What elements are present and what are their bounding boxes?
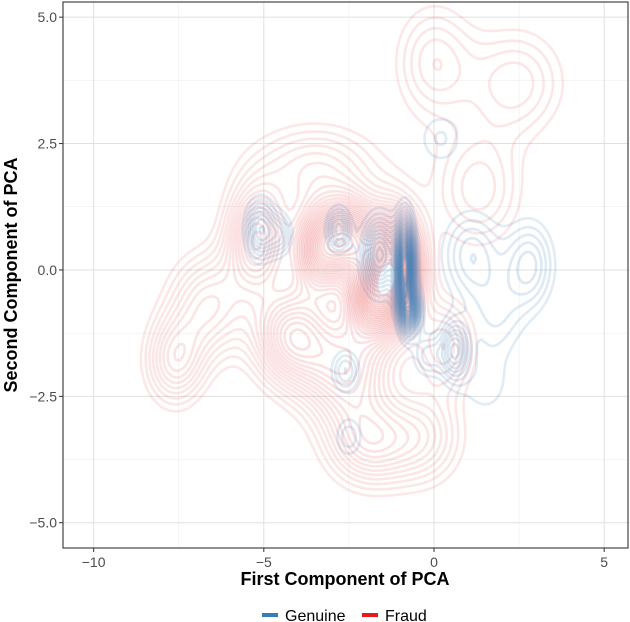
grid-lines: [63, 2, 628, 548]
contour-level: [319, 226, 409, 319]
contour-level: [375, 223, 419, 330]
contour-level: [306, 211, 415, 334]
contour-level: [322, 228, 408, 318]
contour-level: [258, 219, 460, 361]
contour-level: [399, 245, 412, 312]
contour-level: [371, 255, 400, 303]
contour-level: [333, 237, 406, 314]
x-tick-label: −10: [82, 554, 106, 570]
contour-level: [250, 204, 418, 376]
contour-level: [151, 38, 535, 481]
contour-level: [373, 258, 399, 300]
contour-level: [372, 221, 419, 331]
contour-level: [254, 217, 463, 366]
contour-level: [315, 221, 411, 323]
contour-level: [397, 239, 414, 318]
y-tick-label: 0.0: [38, 262, 58, 278]
density-contours: [139, 4, 565, 498]
plot-panel: [62, 1, 629, 549]
contour-level: [396, 236, 415, 321]
x-axis-ticks: −10 −5 0 5: [82, 548, 608, 570]
contour-level: [158, 161, 455, 472]
contour-level: [311, 217, 413, 327]
contour-level: [242, 199, 420, 395]
contour-level: [237, 193, 422, 453]
contour-series-genuine: [241, 117, 557, 456]
contour-level: [317, 223, 410, 321]
y-tick-label: 2.5: [38, 136, 58, 152]
contour-level: [365, 245, 405, 312]
contour-level: [313, 219, 412, 325]
contour-level: [398, 243, 413, 315]
contour-level: [400, 249, 410, 305]
contour-level: [326, 232, 407, 316]
plot-border: [62, 1, 629, 549]
y-tick-label: 5.0: [38, 9, 58, 25]
contour-level: [400, 251, 409, 299]
contour-level: [393, 225, 418, 328]
contour-level: [288, 209, 416, 351]
y-axis-ticks: −5.0 −2.5 0.0 2.5 5.0: [29, 9, 63, 531]
contour-level: [366, 248, 404, 310]
contour-level: [401, 254, 409, 288]
x-tick-label: 0: [430, 554, 438, 570]
contour-level: [394, 227, 418, 327]
contour-level: [246, 202, 419, 386]
contour-level: [155, 57, 461, 477]
legend: Genuine Fraud: [262, 608, 427, 622]
contour-level: [398, 241, 413, 316]
contour-level: [240, 197, 421, 445]
contour-level: [394, 229, 417, 326]
x-tick-label: −5: [256, 554, 272, 570]
contour-level: [395, 232, 416, 323]
contour-level: [395, 231, 417, 325]
contour-level: [252, 213, 466, 370]
legend-label-fraud: Fraud: [385, 608, 427, 622]
contour-level: [375, 262, 397, 297]
contour-level: [166, 184, 425, 464]
contour-level: [246, 202, 548, 383]
contour-level: [162, 175, 446, 468]
contour-level: [368, 250, 403, 308]
contour-level: [248, 206, 543, 378]
legend-label-genuine: Genuine: [285, 608, 346, 622]
contour-level: [139, 4, 565, 498]
contour-level: [370, 252, 401, 305]
y-axis-title: Second Component of PCA: [1, 158, 21, 393]
contour-level: [148, 26, 545, 486]
contour-level: [144, 16, 555, 491]
y-tick-label: −5.0: [29, 515, 57, 531]
contour-level: [399, 247, 412, 309]
contour-level: [396, 234, 416, 322]
contour-level: [173, 189, 424, 459]
y-tick-label: −2.5: [29, 388, 57, 404]
contour-level: [283, 206, 417, 359]
plot-background: [63, 2, 628, 548]
contour-level: [241, 117, 557, 456]
contour-level: [243, 130, 552, 449]
contour-level: [250, 210, 538, 374]
x-axis-title: First Component of PCA: [241, 569, 450, 589]
contour-level: [309, 215, 413, 329]
x-tick-label: 5: [600, 554, 608, 570]
contour-level: [308, 213, 414, 331]
contour-series-fraud: [139, 4, 565, 498]
contour-level: [397, 238, 415, 320]
